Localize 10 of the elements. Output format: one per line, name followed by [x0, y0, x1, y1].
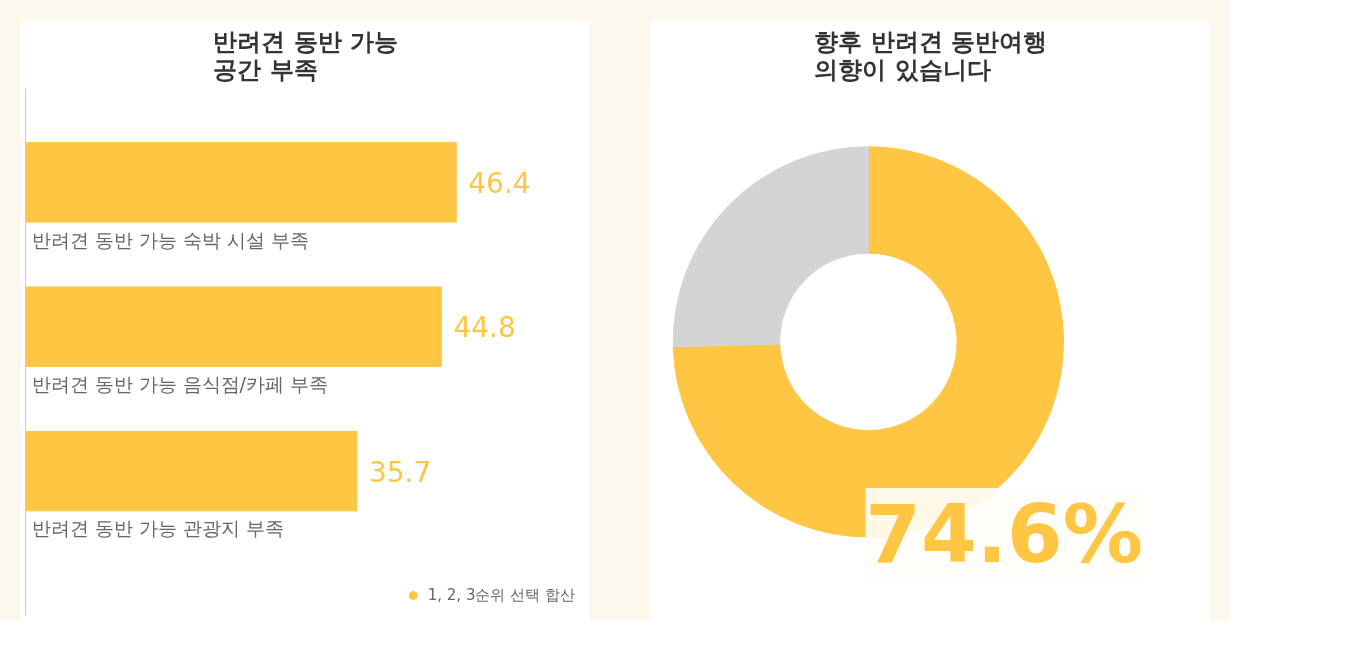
chart-title: 향후 반려견 동반여행 의향이 있습니다: [814, 27, 1047, 84]
y-tick-label: 반려견 동반 가능 관광지 부족: [31, 517, 284, 540]
chart-title: 반려견 동반 가능 공간 부족: [213, 27, 398, 84]
data-label: 74.6%: [865, 487, 1143, 581]
y-tick-label: 반려견 동반 가능 숙박 시설 부족: [31, 228, 309, 251]
y-tick-label: 반려견 동반 가능 음식점/카페 부족: [31, 372, 329, 395]
legend-label: 1, 2, 3순위 선택 합산: [427, 585, 575, 605]
data-label: 44.8: [453, 311, 516, 345]
data-label: 35.7: [368, 455, 432, 489]
data-label: 46.4: [468, 166, 531, 200]
